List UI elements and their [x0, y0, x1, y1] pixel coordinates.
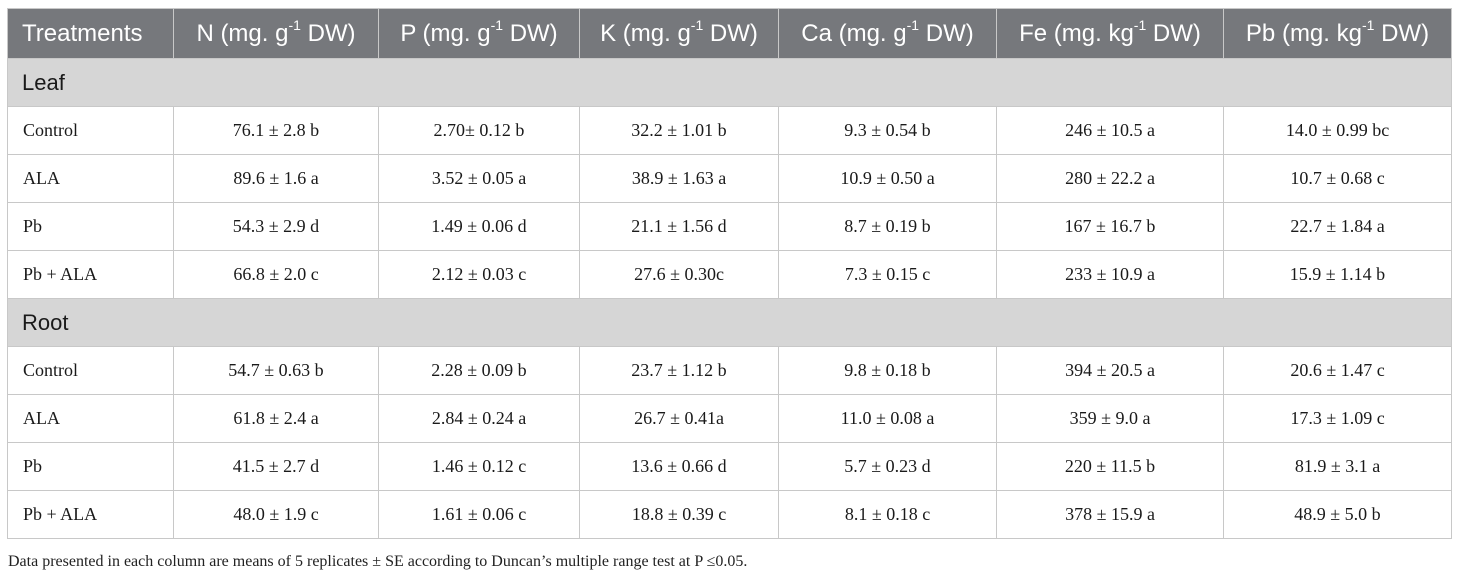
treatment-cell: Control	[7, 106, 174, 155]
table-header-row: Treatments N (mg. g-1 DW) P (mg. g-1 DW) K …	[7, 8, 1452, 59]
column-header-unit-tail: DW)	[919, 20, 974, 47]
value-cell: 2.12 ± 0.03 c	[378, 250, 580, 299]
value-cell: 48.9 ± 5.0 b	[1223, 490, 1452, 539]
table-row: Pb + ALA 66.8 ± 2.0 c 2.12 ± 0.03 c 27.6 ± …	[7, 250, 1452, 299]
column-header-unit-tail: DW)	[300, 20, 356, 47]
column-header: N (mg. g-1 DW)	[173, 8, 379, 59]
column-header: K (mg. g-1 DW)	[579, 8, 779, 59]
value-cell: 15.9 ± 1.14 b	[1223, 250, 1452, 299]
value-cell: 20.6 ± 1.47 c	[1223, 346, 1452, 395]
value-cell: 1.49 ± 0.06 d	[378, 202, 580, 251]
table-row: Control 76.1 ± 2.8 b 2.70± 0.12 b 32.2 ± 1.…	[7, 106, 1452, 155]
value-cell: 22.7 ± 1.84 a	[1223, 202, 1452, 251]
value-cell: 13.6 ± 0.66 d	[579, 442, 779, 491]
table-footnote: Data presented in each column are means …	[8, 553, 748, 570]
value-cell: 280 ± 22.2 a	[996, 154, 1224, 203]
column-header: Ca (mg. g-1 DW)	[778, 8, 997, 59]
treatment-cell: Control	[7, 346, 174, 395]
value-cell: 48.0 ± 1.9 c	[173, 490, 379, 539]
column-header-unit-exponent: -1	[1361, 17, 1375, 33]
value-cell: 1.61 ± 0.06 c	[378, 490, 580, 539]
treatment-cell: Pb + ALA	[7, 490, 174, 539]
value-cell: 220 ± 11.5 b	[996, 442, 1224, 491]
value-cell: 18.8 ± 0.39 c	[579, 490, 779, 539]
value-cell: 8.1 ± 0.18 c	[778, 490, 997, 539]
table-row: Pb 41.5 ± 2.7 d 1.46 ± 0.12 c 13.6 ± 0.66 d…	[7, 442, 1452, 491]
table-body: Leaf Control 76.1 ± 2.8 b 2.70± 0.12 b 32.2 …	[7, 58, 1452, 539]
value-cell: 54.3 ± 2.9 d	[173, 202, 379, 251]
value-cell: 27.6 ± 0.30c	[579, 250, 779, 299]
column-header-label: Ca (mg. g	[801, 20, 907, 47]
treatment-cell: ALA	[7, 154, 174, 203]
column-header: Fe (mg. kg-1 DW)	[996, 8, 1224, 59]
value-cell: 41.5 ± 2.7 d	[173, 442, 379, 491]
value-cell: 81.9 ± 3.1 a	[1223, 442, 1452, 491]
group-label: Root	[7, 298, 1452, 347]
value-cell: 9.8 ± 0.18 b	[778, 346, 997, 395]
group-row-leaf: Leaf	[7, 58, 1452, 107]
value-cell: 167 ± 16.7 b	[996, 202, 1224, 251]
treatment-cell: Pb	[7, 442, 174, 491]
column-header-label: N (mg. g	[196, 20, 289, 47]
column-header: Pb (mg. kg-1 DW)	[1223, 8, 1452, 59]
value-cell: 54.7 ± 0.63 b	[173, 346, 379, 395]
value-cell: 61.8 ± 2.4 a	[173, 394, 379, 443]
column-header: P (mg. g-1 DW)	[378, 8, 580, 59]
column-header-unit-exponent: -1	[1133, 17, 1147, 33]
column-header-unit-tail: DW)	[1374, 20, 1430, 47]
value-cell: 11.0 ± 0.08 a	[778, 394, 997, 443]
column-header-unit-exponent: -1	[690, 17, 704, 33]
value-cell: 7.3 ± 0.15 c	[778, 250, 997, 299]
value-cell: 5.7 ± 0.23 d	[778, 442, 997, 491]
results-table-container: Treatments N (mg. g-1 DW) P (mg. g-1 DW) K …	[7, 8, 1452, 539]
value-cell: 9.3 ± 0.54 b	[778, 106, 997, 155]
value-cell: 76.1 ± 2.8 b	[173, 106, 379, 155]
value-cell: 3.52 ± 0.05 a	[378, 154, 580, 203]
column-header-label: P (mg. g	[400, 20, 491, 47]
column-header-unit-tail: DW)	[1146, 20, 1201, 47]
table-row: Pb + ALA 48.0 ± 1.9 c 1.61 ± 0.06 c 18.8 ± …	[7, 490, 1452, 539]
column-header-unit-exponent: -1	[906, 17, 920, 33]
value-cell: 378 ± 15.9 a	[996, 490, 1224, 539]
treatment-cell: Pb	[7, 202, 174, 251]
treatment-cell: Pb + ALA	[7, 250, 174, 299]
column-header-label: K (mg. g	[600, 20, 691, 47]
value-cell: 17.3 ± 1.09 c	[1223, 394, 1452, 443]
column-header-label: Fe (mg. kg	[1019, 20, 1134, 47]
table-row: ALA 61.8 ± 2.4 a 2.84 ± 0.24 a 26.7 ± 0.41a…	[7, 394, 1452, 443]
value-cell: 66.8 ± 2.0 c	[173, 250, 379, 299]
column-header-unit-tail: DW)	[503, 20, 558, 47]
value-cell: 38.9 ± 1.63 a	[579, 154, 779, 203]
column-header-label: Treatments	[22, 19, 143, 47]
column-header: Treatments	[7, 8, 174, 59]
value-cell: 1.46 ± 0.12 c	[378, 442, 580, 491]
nutrient-table: Treatments N (mg. g-1 DW) P (mg. g-1 DW) K …	[7, 8, 1452, 539]
value-cell: 8.7 ± 0.19 b	[778, 202, 997, 251]
treatment-cell: ALA	[7, 394, 174, 443]
value-cell: 233 ± 10.9 a	[996, 250, 1224, 299]
value-cell: 10.9 ± 0.50 a	[778, 154, 997, 203]
column-header-label: Pb (mg. kg	[1245, 20, 1362, 47]
table-row: Pb 54.3 ± 2.9 d 1.49 ± 0.06 d 21.1 ± 1.56 d…	[7, 202, 1452, 251]
value-cell: 359 ± 9.0 a	[996, 394, 1224, 443]
table-row: ALA 89.6 ± 1.6 a 3.52 ± 0.05 a 38.9 ± 1.63 …	[7, 154, 1452, 203]
value-cell: 246 ± 10.5 a	[996, 106, 1224, 155]
value-cell: 21.1 ± 1.56 d	[579, 202, 779, 251]
value-cell: 26.7 ± 0.41a	[579, 394, 779, 443]
column-header-unit-exponent: -1	[490, 17, 504, 33]
value-cell: 89.6 ± 1.6 a	[173, 154, 379, 203]
value-cell: 2.70± 0.12 b	[378, 106, 580, 155]
value-cell: 394 ± 20.5 a	[996, 346, 1224, 395]
column-header-unit-tail: DW)	[703, 20, 758, 47]
value-cell: 10.7 ± 0.68 c	[1223, 154, 1452, 203]
value-cell: 14.0 ± 0.99 bc	[1223, 106, 1452, 155]
value-cell: 23.7 ± 1.12 b	[579, 346, 779, 395]
group-row-root: Root	[7, 298, 1452, 347]
table-row: Control 54.7 ± 0.63 b 2.28 ± 0.09 b 23.7 ± …	[7, 346, 1452, 395]
group-label: Leaf	[7, 58, 1452, 107]
value-cell: 32.2 ± 1.01 b	[579, 106, 779, 155]
value-cell: 2.28 ± 0.09 b	[378, 346, 580, 395]
value-cell: 2.84 ± 0.24 a	[378, 394, 580, 443]
column-header-unit-exponent: -1	[288, 17, 301, 33]
